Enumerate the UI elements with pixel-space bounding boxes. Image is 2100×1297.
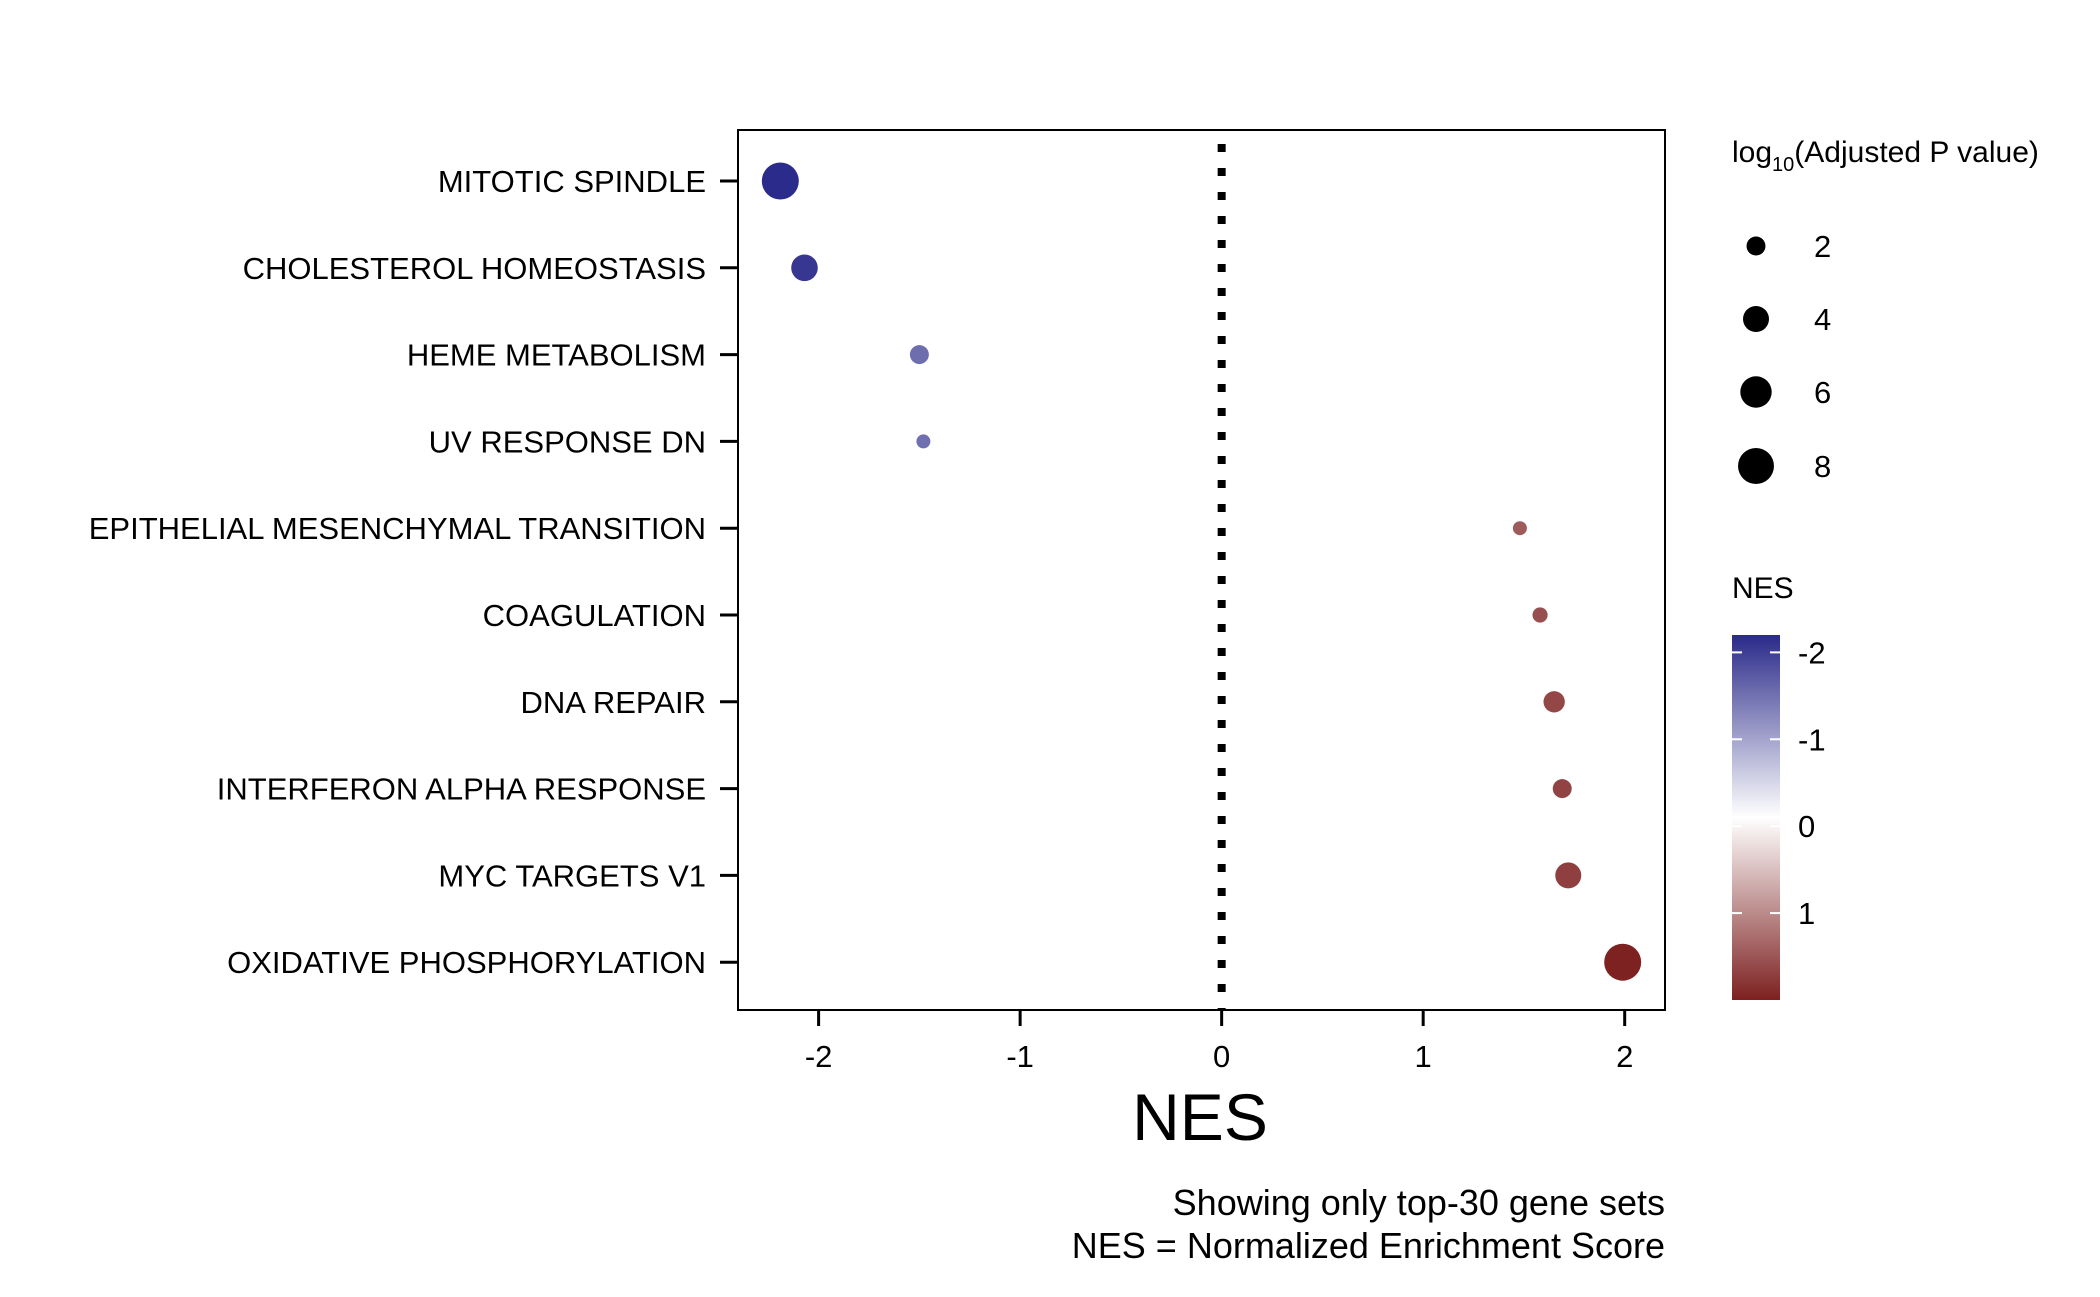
- y-tick-label: MYC TARGETS V1: [438, 858, 706, 893]
- size-legend-label: 4: [1814, 302, 1831, 337]
- size-legend-items: 2 4 6 8: [1738, 229, 1831, 484]
- x-tick-label: 1: [1415, 1039, 1432, 1074]
- caption-line-2: NES = Normalized Enrichment Score: [1072, 1225, 1665, 1266]
- color-legend-label: -1: [1798, 722, 1826, 757]
- data-point: [761, 162, 799, 200]
- x-tick-label: 2: [1616, 1039, 1633, 1074]
- x-axis-title: NES: [1132, 1080, 1268, 1154]
- size-legend-dot: [1740, 376, 1772, 408]
- size-legend: log10(Adjusted P value) 2 4 6 8: [1732, 136, 2039, 484]
- size-legend-title-main: log: [1732, 136, 1772, 169]
- y-tick-label: HEME METABOLISM: [407, 338, 706, 373]
- y-tick-label: OXIDATIVE PHOSPHORYLATION: [227, 945, 706, 980]
- size-legend-title-rest: (Adjusted P value): [1794, 136, 2039, 169]
- caption-line-1: Showing only top-30 gene sets: [1173, 1182, 1665, 1223]
- color-legend-ticks: -2 -1 0 1: [1732, 635, 1826, 931]
- color-legend-label: -2: [1798, 635, 1826, 670]
- data-point: [791, 254, 818, 282]
- data-point: [1532, 607, 1548, 623]
- data-point: [1555, 862, 1582, 889]
- x-axis: -2 -1 0 1 2: [805, 1010, 1633, 1074]
- y-tick-label: EPITHELIAL MESENCHYMAL TRANSITION: [89, 511, 706, 546]
- y-tick-label: MITOTIC SPINDLE: [438, 164, 706, 199]
- size-legend-label: 2: [1814, 229, 1831, 264]
- color-legend-title: NES: [1732, 572, 1794, 605]
- color-legend: NES -2 -1 0 1: [1732, 572, 1826, 1000]
- data-point: [916, 434, 931, 449]
- color-legend-label: 1: [1798, 896, 1815, 931]
- size-legend-title-sub: 10: [1772, 154, 1794, 176]
- color-legend-label: 0: [1798, 809, 1815, 844]
- data-point: [909, 345, 929, 365]
- size-legend-label: 6: [1814, 375, 1831, 410]
- size-legend-label: 8: [1814, 449, 1831, 484]
- y-axis: MITOTIC SPINDLE CHOLESTEROL HOMEOSTASIS HE…: [89, 164, 738, 980]
- x-tick-label: -2: [805, 1039, 833, 1074]
- data-point: [1512, 521, 1527, 536]
- size-legend-dot: [1746, 236, 1766, 256]
- size-legend-title: log10(Adjusted P value): [1732, 136, 2039, 176]
- data-point: [1604, 943, 1642, 981]
- color-legend-bar: [1732, 635, 1780, 1000]
- plot-panel: [737, 129, 1666, 1011]
- y-tick-label: COAGULATION: [483, 598, 706, 633]
- x-tick-label: -1: [1006, 1039, 1034, 1074]
- y-tick-label: DNA REPAIR: [521, 685, 706, 720]
- y-tick-label: INTERFERON ALPHA RESPONSE: [217, 772, 706, 807]
- y-tick-label: UV RESPONSE DN: [429, 424, 706, 459]
- size-legend-dot: [1743, 306, 1769, 332]
- data-point: [1552, 779, 1572, 799]
- x-tick-label: 0: [1213, 1039, 1230, 1074]
- data-point: [1543, 691, 1565, 713]
- data-points: [761, 162, 1642, 981]
- y-tick-label: CHOLESTEROL HOMEOSTASIS: [243, 251, 706, 286]
- size-legend-dot: [1738, 448, 1774, 484]
